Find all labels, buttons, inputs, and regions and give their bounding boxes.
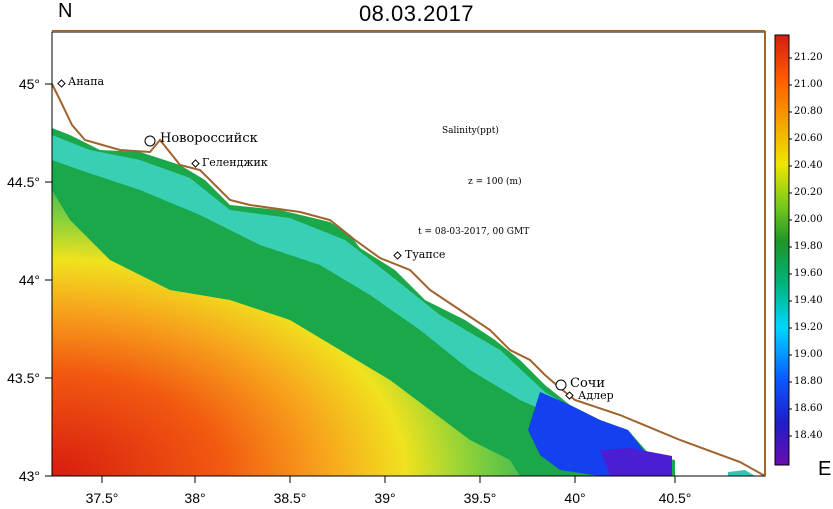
north-axis-letter: N [58,0,73,22]
colorbar-label: 18.60 [794,403,823,414]
x-tick-label: 38° [184,490,206,506]
city-label-anapa: Анапа [68,75,105,88]
colorbar-ticks [789,57,792,437]
x-ticks [101,476,676,483]
parameter-label: Salinity(ppt) [442,126,499,136]
east-axis-letter: E [818,458,832,480]
colorbar-label: 20.40 [794,160,823,171]
colorbar-label: 19.40 [794,295,823,306]
y-tick-label: 45° [18,76,40,92]
x-tick-label: 38.5° [273,490,307,506]
x-tick-label: 37.5° [85,490,119,506]
y-tick-label: 43° [18,468,40,484]
colorbar-label: 20.80 [794,106,823,117]
y-tick-label: 44° [18,272,40,288]
y-ticks [45,83,52,477]
colorbar-label: 19.80 [794,241,823,252]
x-tick-label: 40° [564,490,586,506]
colorbar-label: 21.20 [794,52,823,63]
colorbar-label: 18.40 [794,430,823,441]
city-label-tuapse: Туапсе [405,248,446,261]
time-label: t = 08-03-2017, 00 GMT [418,227,530,237]
colorbar [774,34,790,466]
x-tick-label: 39.5° [463,490,497,506]
colorbar-label: 19.20 [794,322,823,333]
colorbar-label: 20.60 [794,133,823,144]
depth-label: z = 100 (m) [468,177,522,187]
y-tick-label: 43.5° [7,370,40,386]
coastline [51,83,766,477]
colorbar-label: 18.80 [794,376,823,387]
city-label-sochi: Сочи [570,376,606,391]
city-label-adler: Адлер [578,389,614,402]
colorbar-label: 21.00 [794,79,823,90]
colorbar-label: 20.00 [794,214,823,225]
x-tick-label: 40.5° [658,490,692,506]
map-title: 08.03.2017 [358,1,475,26]
sea-salinity-field [52,128,755,476]
city-label-novorossiysk: Новороссийск [160,131,258,146]
colorbar-label: 20.20 [794,187,823,198]
city-markers [57,79,574,400]
colorbar-label: 19.60 [794,268,823,279]
y-tick-label: 44.5° [7,174,40,190]
colorbar-label: 19.00 [794,349,823,360]
x-tick-label: 39° [374,490,396,506]
city-label-gelendzhik: Геленджик [202,156,268,169]
